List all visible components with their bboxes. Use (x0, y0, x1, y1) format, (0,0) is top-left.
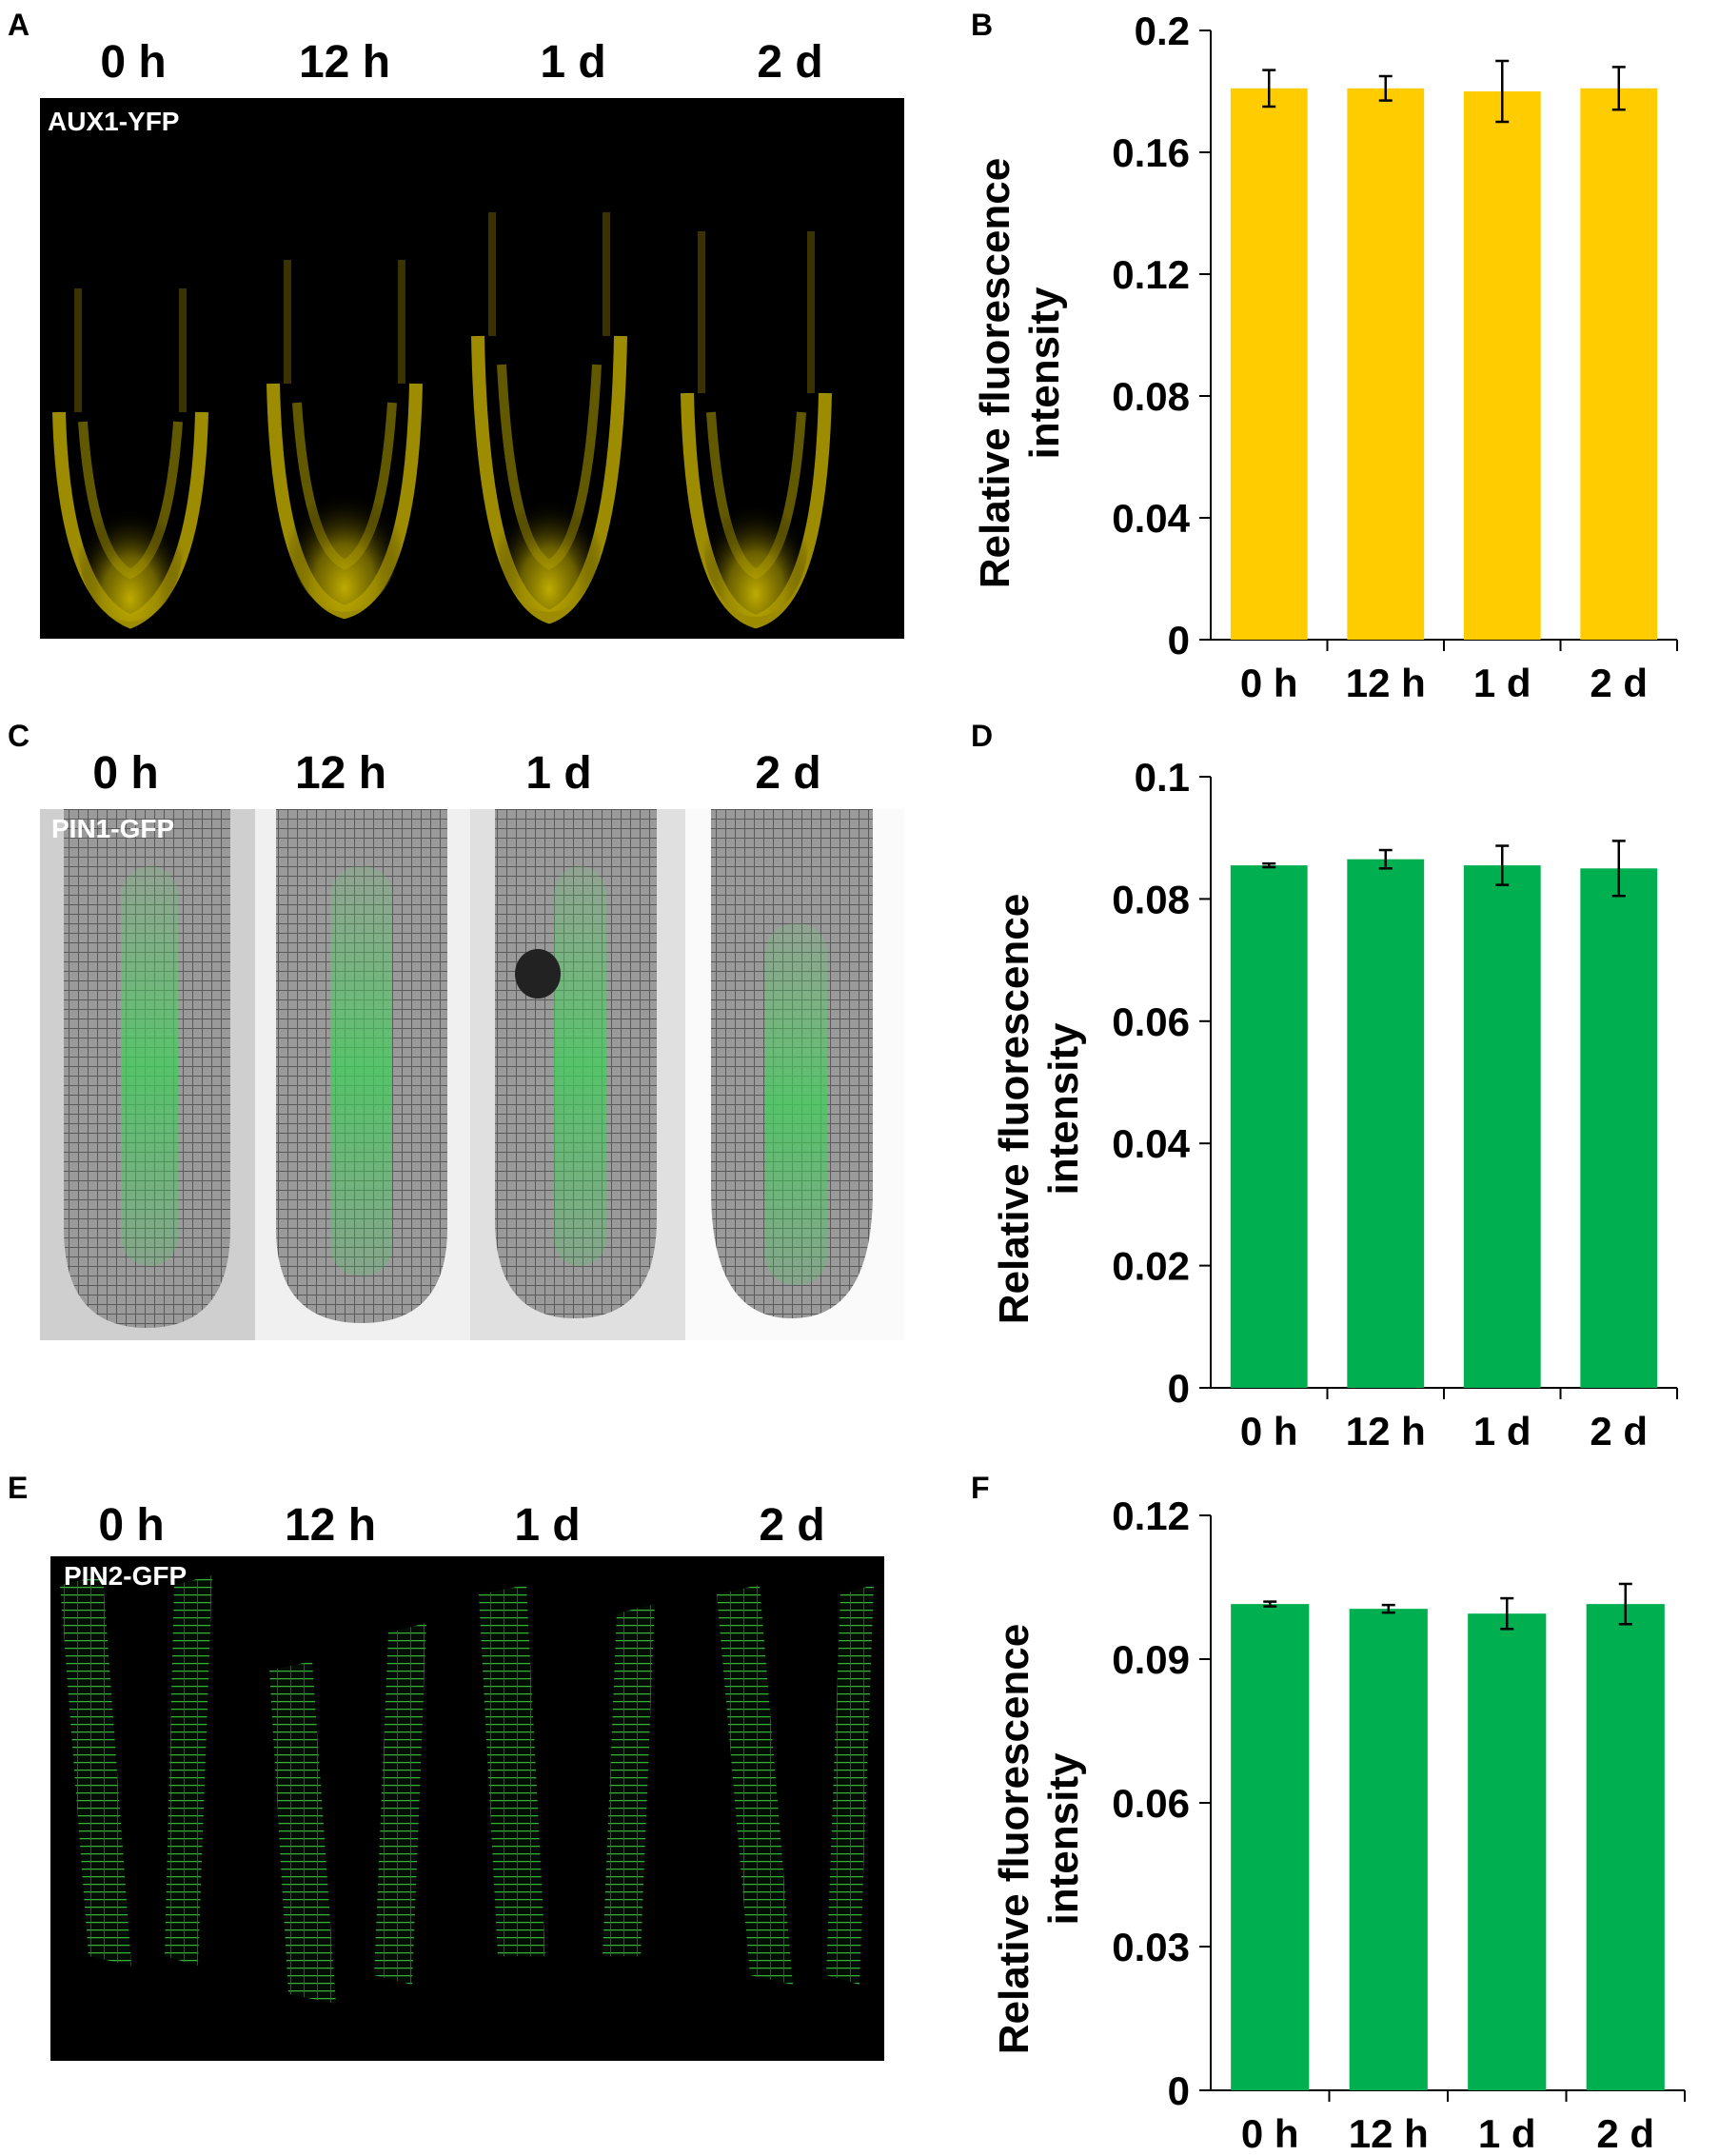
chart-f-pin2: 0 0.03 0.06 0.09 0.12 0 h 12 h 1 d 2 d Relative f… (991, 1493, 1686, 2156)
x-tick-label: 2 d (1596, 2111, 1654, 2156)
y-axis-label-line: intensity (1040, 1022, 1087, 1195)
pin2-root-1d (479, 1585, 655, 1956)
x-tick-label: 12 h (1349, 2111, 1429, 2156)
pin1-gfp-micrograph (40, 809, 904, 1340)
y-tick-label: 0.09 (1112, 1637, 1190, 1682)
pin2-gfp-micrograph (50, 1556, 884, 2061)
timepoint-label-e-0h: 0 h (98, 1500, 165, 1551)
bar (1468, 1613, 1547, 2090)
y-tick-label: 0 (1168, 618, 1190, 663)
timepoint-label-a-0h: 0 h (100, 37, 167, 88)
aux1-root-2d (681, 231, 832, 629)
pin1-root-2d (711, 809, 873, 1318)
y-tick-label: 0.06 (1112, 1781, 1190, 1826)
bar (1231, 1604, 1310, 2090)
timepoint-label-a-1d: 1 d (540, 37, 606, 88)
aux1-yfp-micrograph (40, 98, 904, 639)
bar (1586, 1604, 1665, 2090)
bar (1347, 88, 1425, 641)
y-tick-label: 0.16 (1112, 130, 1190, 175)
timepoint-label-c-2d: 2 d (755, 748, 821, 799)
x-tick-label: 1 d (1478, 2111, 1536, 2156)
y-axis-label-line: Relative fluorescence (991, 894, 1037, 1324)
y-tick-label: 0.1 (1135, 755, 1190, 800)
y-tick-label: 0.04 (1112, 1121, 1190, 1166)
pin1-root-1d (495, 809, 657, 1318)
pin2-root-12h (269, 1623, 426, 2004)
x-tick-label: 1 d (1473, 661, 1531, 705)
bar (1230, 88, 1308, 641)
y-tick-label: 0.02 (1112, 1244, 1190, 1289)
y-axis-label: Relative fluorescenceintensity (991, 894, 1087, 1324)
y-tick-label: 0.12 (1112, 1493, 1190, 1538)
x-tick-label: 2 d (1590, 661, 1648, 705)
y-tick-label: 0.06 (1112, 999, 1190, 1044)
x-tick-label: 12 h (1346, 1409, 1426, 1454)
bar (1580, 868, 1658, 1388)
pin1-root-0h (64, 809, 230, 1328)
y-tick-label: 0.04 (1112, 496, 1190, 541)
y-axis-label-line: intensity (1021, 287, 1068, 459)
timepoint-label-a-12h: 12 h (298, 37, 391, 88)
x-tick-label: 0 h (1241, 2111, 1299, 2156)
timepoint-label-c-0h: 0 h (92, 748, 159, 799)
bar (1349, 1609, 1428, 2090)
x-tick-label: 1 d (1473, 1409, 1531, 1454)
pin2-root-2d (717, 1585, 874, 1985)
y-tick-label: 0.03 (1112, 1925, 1190, 1969)
panel-letter-b: B (971, 8, 994, 42)
x-tick-label: 0 h (1240, 1409, 1298, 1454)
panel-letter-d: D (971, 719, 994, 753)
reporter-label-pin2: PIN2-GFP (64, 1561, 188, 1591)
chart-b-aux1: 0 0.04 0.08 0.12 0.16 0.2 0 h 12 h 1 d 2 d Relativ… (972, 9, 1678, 705)
bar (1463, 865, 1541, 1388)
panel-letter-e: E (8, 1471, 29, 1505)
bar (1463, 91, 1541, 640)
aux1-root-0h (52, 288, 208, 629)
timepoint-label-e-12h: 12 h (284, 1500, 377, 1551)
pin1-root-12h (276, 809, 447, 1323)
reporter-label-aux1: AUX1-YFP (48, 107, 180, 136)
aux1-root-1d (471, 212, 627, 624)
x-tick-label: 12 h (1346, 661, 1426, 705)
chart-d-pin1: 0 0.02 0.04 0.06 0.08 0.1 0 h 12 h 1 d 2 d Relativ… (991, 755, 1678, 1454)
panel-letter-f: F (971, 1471, 990, 1505)
bar (1230, 865, 1308, 1388)
y-axis-label-line: intensity (1040, 1752, 1087, 1925)
y-tick-label: 0.08 (1112, 877, 1190, 921)
panel-letter-c: C (8, 719, 30, 753)
aux1-root-12h (267, 260, 423, 620)
timepoint-label-c-1d: 1 d (525, 748, 592, 799)
timepoint-label-c-12h: 12 h (294, 748, 387, 799)
y-tick-label: 0.2 (1135, 9, 1190, 53)
y-axis-label: Relative fluorescenceintensity (972, 158, 1068, 588)
panel-letter-a: A (8, 8, 30, 42)
timepoint-label-e-2d: 2 d (759, 1500, 825, 1551)
reporter-label-pin1: PIN1-GFP (51, 814, 175, 843)
bar (1347, 859, 1425, 1388)
y-axis-label: Relative fluorescenceintensity (991, 1624, 1087, 2054)
pin2-root-0h (60, 1575, 212, 1966)
timepoint-label-a-2d: 2 d (757, 37, 823, 88)
y-tick-label: 0.12 (1112, 252, 1190, 297)
bar (1580, 88, 1658, 641)
x-tick-label: 0 h (1240, 661, 1298, 705)
timepoint-label-e-1d: 1 d (514, 1500, 581, 1551)
y-tick-label: 0.08 (1112, 374, 1190, 419)
y-axis-label-line: Relative fluorescence (991, 1624, 1037, 2054)
y-axis-label-line: Relative fluorescence (972, 158, 1018, 588)
y-tick-label: 0 (1168, 1366, 1190, 1411)
y-tick-label: 0 (1168, 2068, 1190, 2113)
x-tick-label: 2 d (1590, 1409, 1648, 1454)
